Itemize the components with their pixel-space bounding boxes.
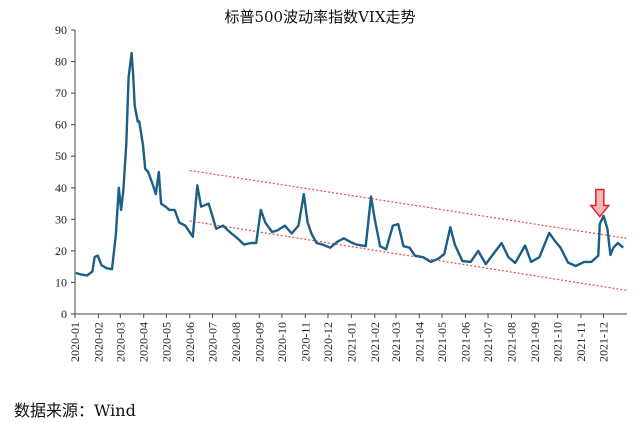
source-note: 数据来源：Wind bbox=[14, 401, 136, 420]
series-line bbox=[75, 51, 624, 277]
x-tick-label: 2020-01 bbox=[68, 322, 82, 362]
x-tick-label: 2021-10 bbox=[551, 322, 565, 362]
x-tick-label: 2020-03 bbox=[113, 322, 127, 362]
x-tick-label: 2021-05 bbox=[435, 322, 449, 362]
x-tick-label: 2020-10 bbox=[275, 322, 289, 362]
x-tick-label: 2021-09 bbox=[528, 322, 542, 362]
down-arrow-icon bbox=[589, 188, 611, 218]
chart-title: 标普500波动率指数VIX走势 bbox=[224, 8, 416, 26]
x-tick-label: 2021-07 bbox=[481, 322, 495, 362]
x-tick-label: 2021-01 bbox=[344, 322, 358, 362]
x-tick-label: 2021-03 bbox=[389, 322, 403, 362]
trend-line-upper bbox=[189, 169, 627, 239]
x-tick-label: 2021-08 bbox=[504, 322, 518, 362]
trend-line-lower bbox=[189, 220, 627, 291]
y-tick-label: 70 bbox=[55, 86, 67, 100]
x-tick-label: 2021-02 bbox=[368, 322, 382, 362]
y-tick-label: 90 bbox=[55, 23, 67, 37]
x-tick-label: 2021-04 bbox=[412, 322, 426, 362]
x-tick-label: 2020-04 bbox=[137, 322, 151, 362]
x-tick-label: 2020-05 bbox=[159, 322, 173, 362]
x-tick-label: 2020-02 bbox=[91, 322, 105, 362]
x-tick-label: 2020-12 bbox=[321, 322, 335, 362]
x-tick-label: 2020-06 bbox=[183, 322, 197, 362]
x-tick-label: 2020-11 bbox=[298, 322, 312, 362]
y-tick-label: 40 bbox=[55, 181, 67, 195]
x-tick-label: 2020-07 bbox=[205, 322, 219, 362]
x-tick-label: 2020-08 bbox=[229, 322, 243, 362]
y-tick-label: 10 bbox=[55, 275, 67, 289]
x-tick-label: 2020-09 bbox=[252, 322, 266, 362]
x-tick-label: 2021-06 bbox=[458, 322, 472, 362]
y-tick-label: 60 bbox=[55, 118, 67, 132]
y-tick-label: 50 bbox=[55, 149, 67, 163]
x-tick-label: 2021-12 bbox=[597, 322, 611, 362]
y-tick-label: 30 bbox=[55, 212, 67, 226]
y-tick-label: 0 bbox=[61, 307, 67, 321]
x-tick-label: 2021-11 bbox=[574, 322, 588, 362]
y-tick-label: 20 bbox=[55, 244, 67, 258]
y-tick-label: 80 bbox=[55, 55, 67, 69]
